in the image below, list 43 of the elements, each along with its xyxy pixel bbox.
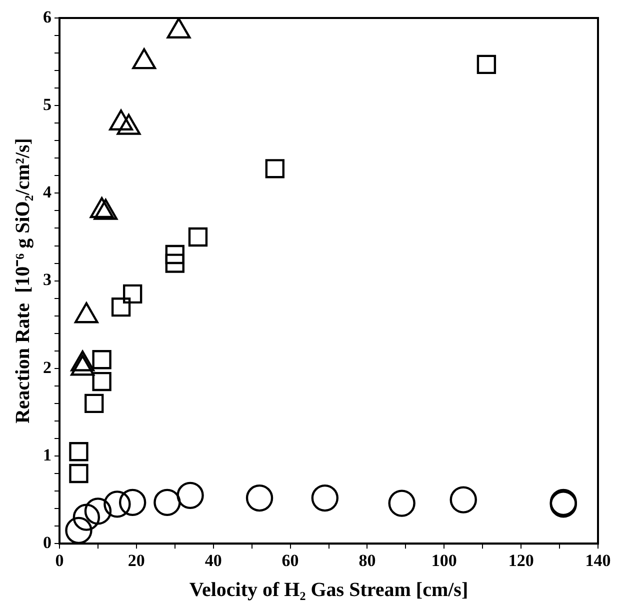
x-tick-label: 0 <box>55 551 64 570</box>
point <box>176 482 204 510</box>
y-tick-label: 3 <box>43 270 52 290</box>
x-tick-label: 140 <box>585 551 611 570</box>
point <box>69 464 88 484</box>
point <box>154 488 181 516</box>
point <box>69 442 88 462</box>
point <box>450 486 477 514</box>
y-tick-label: 6 <box>43 7 52 26</box>
point <box>246 484 274 512</box>
point <box>132 48 156 70</box>
x-axis-title: Velocity of H₂ Gas Stream [cm/s] <box>189 579 468 602</box>
y-tick-label: 0 <box>43 532 52 552</box>
point <box>109 110 133 130</box>
point <box>84 394 104 414</box>
y-tick-label: 2 <box>43 358 52 377</box>
x-tick-label: 80 <box>358 551 376 570</box>
point <box>122 284 142 304</box>
y-tick-label: 5 <box>43 94 52 114</box>
point <box>84 498 112 525</box>
y-axis-title: Reaction Rate [10⁻⁶ g SiO₂/cm²/s] <box>12 138 34 424</box>
point <box>388 490 416 517</box>
point <box>166 18 191 38</box>
point <box>111 297 131 317</box>
point <box>165 254 184 273</box>
x-tick-label: 120 <box>508 551 534 570</box>
point <box>188 227 208 247</box>
point <box>90 197 114 218</box>
point <box>104 490 131 518</box>
x-tick-label: 100 <box>431 551 457 570</box>
point <box>72 504 100 531</box>
x-tick-label: 60 <box>282 551 299 570</box>
point <box>92 350 112 370</box>
point <box>118 488 146 516</box>
point <box>92 372 112 392</box>
point <box>165 244 184 264</box>
x-tick-label: 20 <box>128 551 145 570</box>
y-tick-label: 1 <box>43 445 52 464</box>
point <box>311 484 339 512</box>
point <box>65 516 92 544</box>
x-tick-label: 40 <box>204 551 222 570</box>
y-tick-label: 4 <box>43 182 52 202</box>
point <box>116 114 141 135</box>
